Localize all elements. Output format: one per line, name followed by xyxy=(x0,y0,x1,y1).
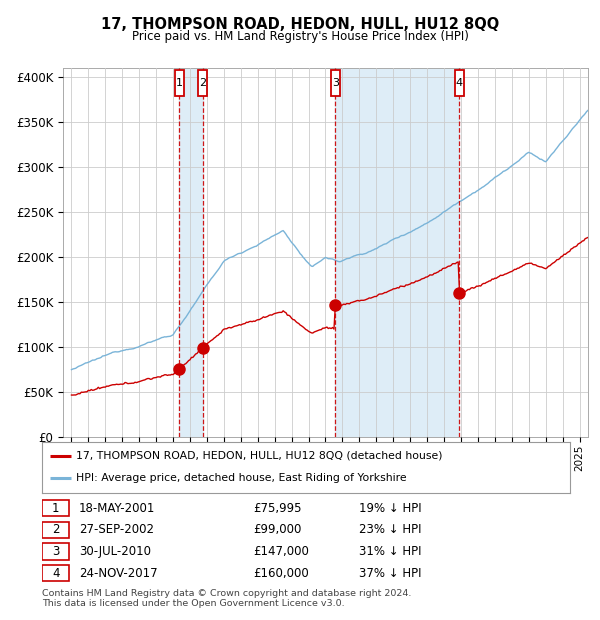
Text: 2: 2 xyxy=(52,523,59,536)
Text: 3: 3 xyxy=(52,545,59,558)
Text: Contains HM Land Registry data © Crown copyright and database right 2024.
This d: Contains HM Land Registry data © Crown c… xyxy=(42,589,412,608)
Text: 30-JUL-2010: 30-JUL-2010 xyxy=(79,545,151,558)
FancyBboxPatch shape xyxy=(42,543,70,560)
FancyBboxPatch shape xyxy=(198,70,207,96)
Bar xyxy=(335,68,459,437)
Text: 3: 3 xyxy=(332,78,339,88)
Text: 4: 4 xyxy=(52,567,59,580)
Text: 19% ↓ HPI: 19% ↓ HPI xyxy=(359,502,421,515)
Text: 18-MAY-2001: 18-MAY-2001 xyxy=(79,502,155,515)
Text: 17, THOMPSON ROAD, HEDON, HULL, HU12 8QQ (detached house): 17, THOMPSON ROAD, HEDON, HULL, HU12 8QQ… xyxy=(76,451,443,461)
Text: HPI: Average price, detached house, East Riding of Yorkshire: HPI: Average price, detached house, East… xyxy=(76,473,407,483)
Text: £99,000: £99,000 xyxy=(253,523,302,536)
Text: 2: 2 xyxy=(199,78,206,88)
Text: 4: 4 xyxy=(456,78,463,88)
Text: Price paid vs. HM Land Registry's House Price Index (HPI): Price paid vs. HM Land Registry's House … xyxy=(131,30,469,43)
Text: 1: 1 xyxy=(176,78,183,88)
Text: 17, THOMPSON ROAD, HEDON, HULL, HU12 8QQ: 17, THOMPSON ROAD, HEDON, HULL, HU12 8QQ xyxy=(101,17,499,32)
FancyBboxPatch shape xyxy=(175,70,184,96)
FancyBboxPatch shape xyxy=(331,70,340,96)
Bar xyxy=(179,68,203,437)
FancyBboxPatch shape xyxy=(42,500,70,516)
Text: 1: 1 xyxy=(52,502,59,515)
FancyBboxPatch shape xyxy=(455,70,464,96)
Text: 23% ↓ HPI: 23% ↓ HPI xyxy=(359,523,421,536)
Text: 31% ↓ HPI: 31% ↓ HPI xyxy=(359,545,421,558)
Text: £147,000: £147,000 xyxy=(253,545,309,558)
FancyBboxPatch shape xyxy=(42,565,70,582)
Text: £160,000: £160,000 xyxy=(253,567,309,580)
Text: 24-NOV-2017: 24-NOV-2017 xyxy=(79,567,158,580)
FancyBboxPatch shape xyxy=(42,521,70,538)
Text: 27-SEP-2002: 27-SEP-2002 xyxy=(79,523,154,536)
Text: £75,995: £75,995 xyxy=(253,502,302,515)
Text: 37% ↓ HPI: 37% ↓ HPI xyxy=(359,567,421,580)
